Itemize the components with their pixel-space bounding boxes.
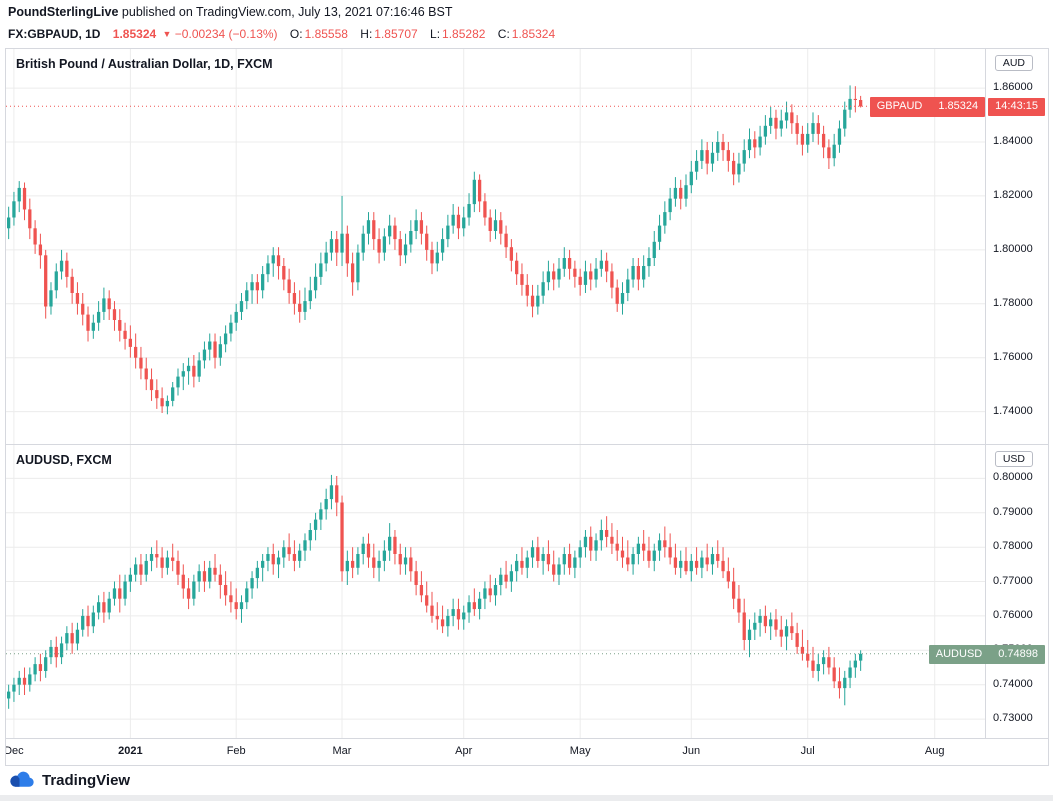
currency-badge-aud[interactable]: AUD (994, 55, 1033, 71)
price-axis-separator (985, 49, 986, 738)
high-label: H: (360, 27, 373, 41)
price-tick-label: 1.82000 (993, 188, 1033, 201)
price-tick-label: 0.74000 (993, 677, 1033, 690)
badge-price-gbpaud: 1.85324 (938, 100, 979, 113)
price-tick-label: 1.84000 (993, 135, 1033, 148)
badge-symbol-gbpaud: GBPAUD (876, 100, 923, 113)
low-label: L: (430, 27, 441, 41)
publisher-name: PoundSterlingLive (8, 5, 119, 19)
last-price-badge-gbpaud: GBPAUD 1.85324 14:43:15 (869, 97, 1045, 117)
time-tick-label: May (569, 745, 591, 757)
time-tick-label: Jul (800, 745, 815, 757)
last-price-badge-audusd: AUDUSD 0.74898 (928, 644, 1045, 665)
high-value: 1.85707 (374, 27, 418, 41)
price-change-value: −0.00234 (−0.13%) (174, 27, 278, 41)
panel-title-audusd: AUDUSD, FXCM (16, 453, 112, 467)
time-tick-label: Feb (226, 745, 246, 757)
bar-close-countdown: 14:43:15 (988, 98, 1045, 116)
panel-separator[interactable] (6, 444, 1048, 445)
price-tick-label: 0.77000 (993, 574, 1033, 587)
time-tick-label: Aug (924, 745, 945, 757)
price-tick-label: 1.86000 (993, 81, 1033, 94)
price-tick-label: 1.76000 (993, 350, 1033, 363)
price-tick-label: 1.78000 (993, 296, 1033, 309)
time-tick-label: Dec (6, 745, 24, 757)
audusd-candlestick-chart[interactable] (6, 444, 985, 738)
time-axis-separator (6, 738, 1048, 739)
time-tick-label: Apr (455, 745, 473, 757)
open-label: O: (289, 27, 303, 41)
attribution-text: published on TradingView.com, July 13, 2… (118, 5, 453, 19)
time-tick-label: Mar (332, 745, 352, 757)
price-tick-label: 0.79000 (993, 505, 1033, 518)
price-tick-label: 0.80000 (993, 471, 1033, 484)
time-tick-label: 2021 (118, 745, 143, 757)
time-tick-label: Jun (682, 745, 701, 757)
symbol-name[interactable]: FX:GBPAUD, 1D (8, 27, 101, 41)
currency-badge-usd[interactable]: USD (994, 451, 1033, 467)
close-value: 1.85324 (511, 27, 556, 41)
tradingview-logo-icon[interactable] (8, 771, 35, 789)
attribution-line: PoundSterlingLive published on TradingVi… (8, 5, 452, 19)
open-value: 1.85558 (304, 27, 348, 41)
chart-widget[interactable]: 1.74000 1.76000 1.78000 1.80000 1.82000 1.840… (5, 48, 1049, 766)
time-axis[interactable]: Dec 2021 Feb Mar Apr May Jun Jul Aug (6, 739, 985, 765)
low-value: 1.85282 (442, 27, 486, 41)
tradingview-wordmark[interactable]: TradingView (42, 771, 131, 789)
gbpaud-candlestick-chart[interactable] (6, 49, 985, 444)
price-down-arrow-icon: ▼ (162, 29, 172, 39)
price-tick-label: 0.73000 (993, 712, 1033, 725)
price-tick-label: 1.74000 (993, 404, 1033, 417)
panel-title-gbpaud: British Pound / Australian Dollar, 1D, F… (16, 57, 273, 71)
badge-symbol-audusd: AUDUSD (935, 647, 983, 660)
price-axis[interactable]: 1.74000 1.76000 1.78000 1.80000 1.82000 1.840… (986, 49, 1048, 738)
price-tick-label: 0.76000 (993, 608, 1033, 621)
close-label: C: (497, 27, 510, 41)
symbol-info-bar: FX:GBPAUD, 1D 1.85324 ▼ −0.00234 (−0.13%… (8, 27, 555, 41)
price-tick-label: 0.78000 (993, 540, 1033, 553)
price-tick-label: 1.80000 (993, 242, 1033, 255)
badge-price-audusd: 0.74898 (998, 647, 1038, 660)
page-bottom-strip (0, 795, 1053, 801)
footer: TradingView (8, 771, 130, 789)
last-price-value: 1.85324 (112, 27, 157, 41)
